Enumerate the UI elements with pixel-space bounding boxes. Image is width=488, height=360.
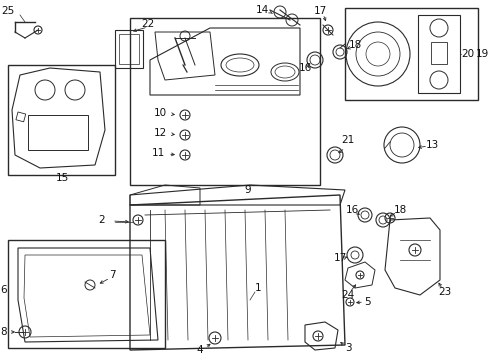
Bar [119, 34, 139, 64]
Text: 3: 3 [344, 343, 350, 353]
Text: 10: 10 [153, 108, 166, 118]
Text: 19: 19 [474, 49, 488, 59]
Text: 12: 12 [153, 128, 166, 138]
Text: 16: 16 [345, 205, 358, 215]
Bar [28, 115, 88, 150]
Text: 14: 14 [255, 5, 268, 15]
Text: 4: 4 [196, 345, 203, 355]
Text: 5: 5 [364, 297, 370, 307]
Text: 17: 17 [313, 6, 326, 16]
Text: 23: 23 [437, 287, 451, 297]
Text: 11: 11 [151, 148, 164, 158]
Text: 1: 1 [254, 283, 261, 293]
Bar [345, 8, 477, 100]
Text: 15: 15 [55, 173, 68, 183]
Bar [115, 30, 142, 68]
Text: 22: 22 [141, 19, 154, 29]
Text: 18: 18 [392, 205, 406, 215]
Text: 25: 25 [1, 6, 15, 16]
Text: 17: 17 [333, 253, 346, 263]
Text: 21: 21 [341, 135, 354, 145]
Bar [417, 15, 459, 93]
Text: 8: 8 [0, 327, 7, 337]
Bar [430, 42, 446, 64]
Text: 16: 16 [298, 63, 311, 73]
Text: 24: 24 [341, 290, 354, 300]
Text: 13: 13 [425, 140, 438, 150]
Text: 2: 2 [99, 215, 105, 225]
Bar [8, 240, 164, 348]
Bar [8, 65, 115, 175]
Text: 6: 6 [0, 285, 7, 295]
Text: 20: 20 [461, 49, 473, 59]
Text: 7: 7 [108, 270, 115, 280]
Text: 9: 9 [244, 185, 251, 195]
Bar [16, 112, 26, 122]
Text: 18: 18 [347, 40, 361, 50]
Bar [130, 18, 319, 185]
